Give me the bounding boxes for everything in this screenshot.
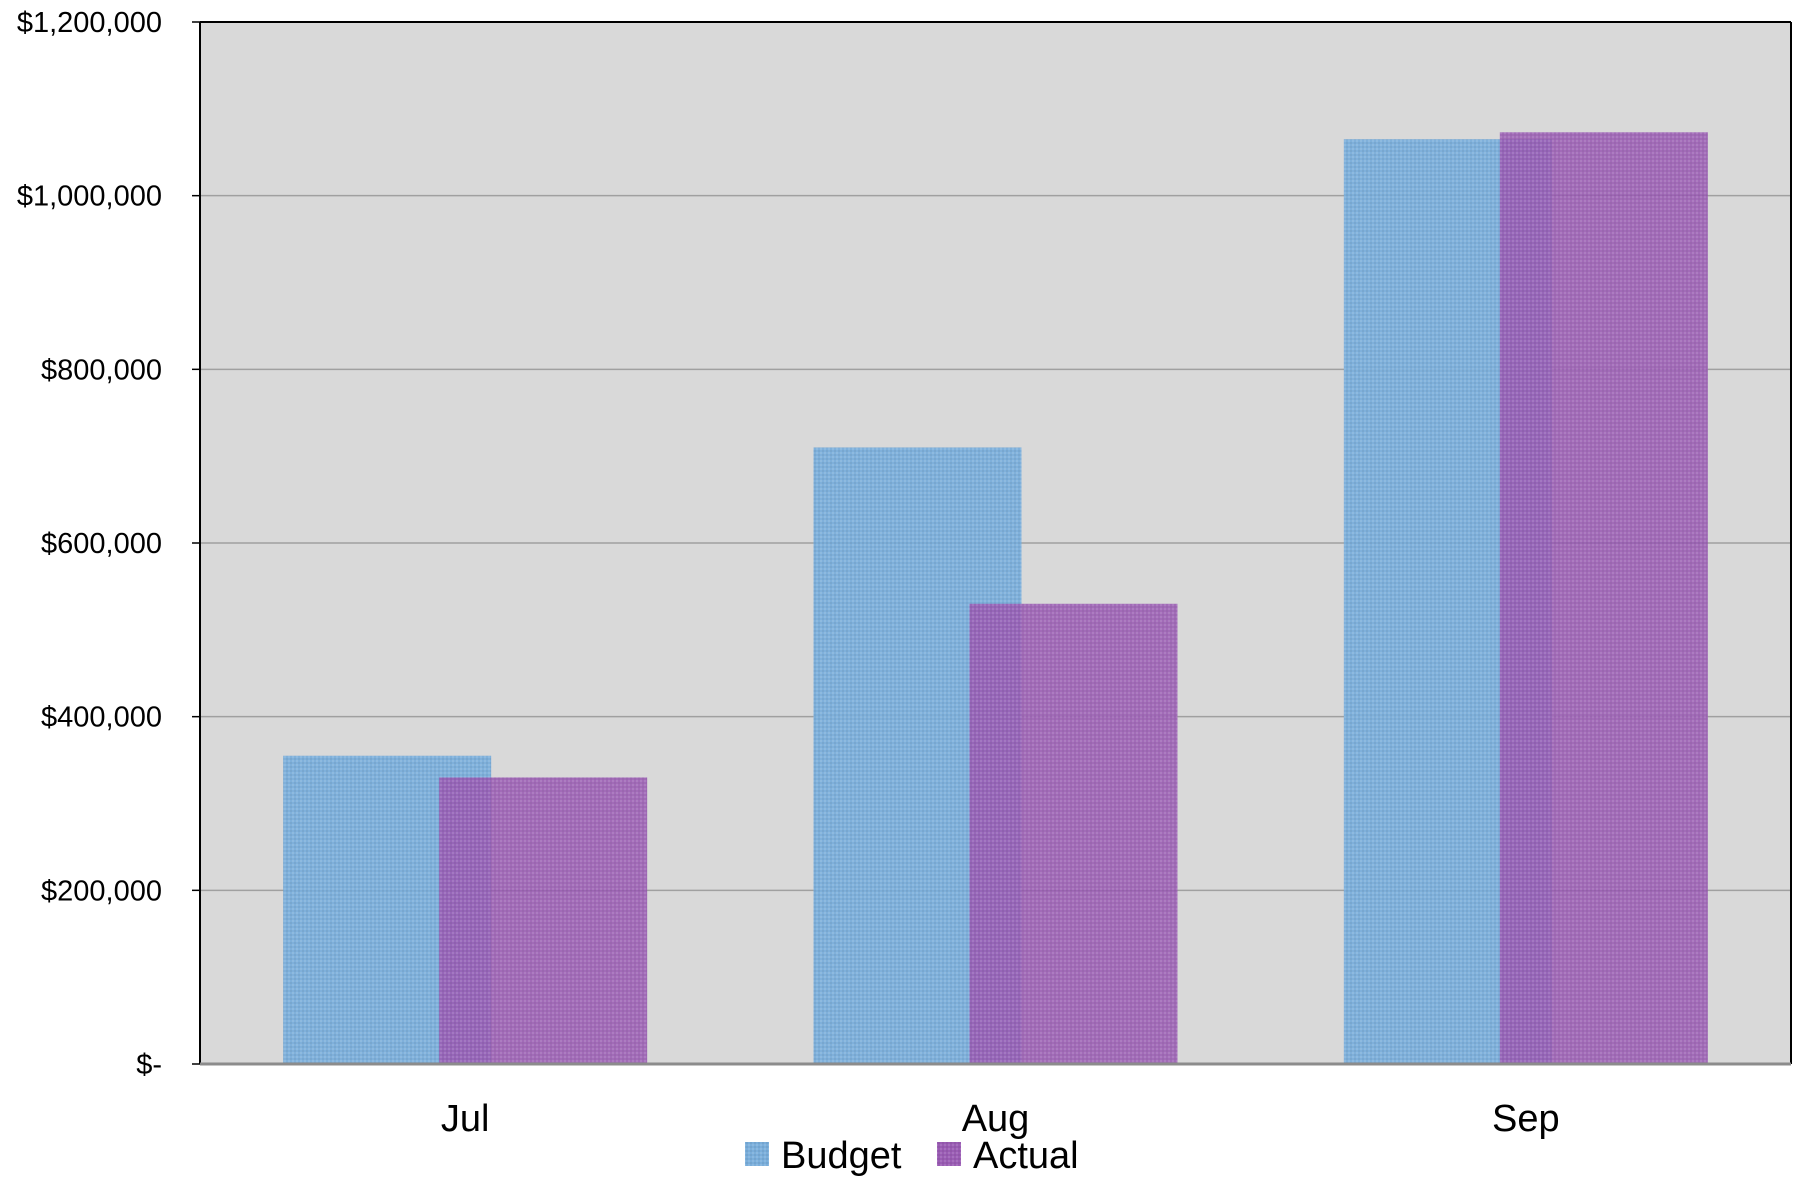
bar-actual-aug: [969, 603, 1178, 1064]
y-tick-label: $600,000: [41, 528, 162, 560]
bar-actual-jul: [439, 777, 648, 1064]
y-tick-label: $1,200,000: [17, 7, 162, 39]
y-tick-label: $1,000,000: [17, 181, 162, 213]
x-category-label: Jul: [441, 1098, 490, 1140]
legend-swatch-actual: [937, 1142, 961, 1166]
x-category-label: Aug: [962, 1098, 1030, 1140]
x-category-label: Sep: [1492, 1098, 1560, 1140]
y-tick-label: $-: [136, 1049, 162, 1081]
bar-actual-sep: [1499, 132, 1708, 1065]
y-tick-label: $400,000: [41, 702, 162, 734]
y-tick-label: $800,000: [41, 354, 162, 386]
legend-label-actual: Actual: [973, 1135, 1079, 1177]
legend-swatch-budget: [745, 1142, 769, 1166]
legend-label-budget: Budget: [781, 1135, 902, 1177]
y-tick-label: $200,000: [41, 875, 162, 907]
